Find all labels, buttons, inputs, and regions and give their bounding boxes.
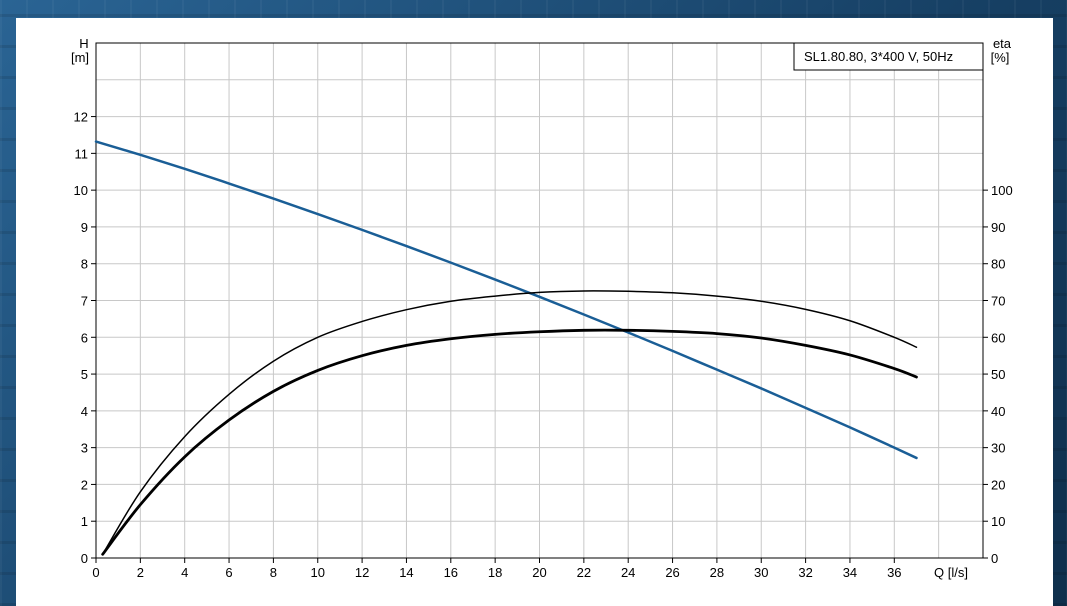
y-left-tick-label: 9	[81, 220, 88, 235]
y-right-tick-label: 90	[991, 220, 1005, 235]
y-right-tick-label: 10	[991, 514, 1005, 529]
x-tick-label: 32	[798, 565, 812, 580]
right-axis-unit: [%]	[991, 50, 1010, 65]
legend-box	[793, 42, 984, 71]
left-axis-unit: [m]	[71, 50, 89, 65]
y-left-tick-label: 3	[81, 441, 88, 456]
x-tick-label: 26	[665, 565, 679, 580]
x-tick-label: 10	[311, 565, 325, 580]
x-tick-label: 34	[843, 565, 857, 580]
x-tick-label: 0	[92, 565, 99, 580]
y-right-tick-label: 20	[991, 477, 1005, 492]
x-tick-label: 12	[355, 565, 369, 580]
x-tick-label: 22	[577, 565, 591, 580]
x-tick-label: 4	[181, 565, 188, 580]
y-left-tick-label: 4	[81, 404, 88, 419]
y-right-tick-label: 100	[991, 183, 1013, 198]
right-axis-label: eta	[993, 36, 1012, 51]
y-left-tick-label: 6	[81, 330, 88, 345]
x-tick-label: 16	[444, 565, 458, 580]
x-axis-label: Q [l/s]	[934, 565, 968, 580]
grid	[96, 43, 983, 558]
y-left-tick-label: 11	[75, 146, 89, 161]
y-right-tick-label: 30	[991, 441, 1005, 456]
x-tick-label: 20	[532, 565, 546, 580]
y-right-tick-label: 80	[991, 257, 1005, 272]
y-left-tick-label: 12	[74, 110, 88, 125]
y-right-tick-label: 40	[991, 404, 1005, 419]
tick-labels: 0 2 4 6 8 10 12 14 16 18 20 22 24 26 28 30 32 34 360123456…	[74, 110, 1013, 580]
x-tick-label: 18	[488, 565, 502, 580]
y-left-tick-label: 1	[81, 514, 88, 529]
y-left-tick-label: 8	[81, 257, 88, 272]
x-tick-label: 14	[399, 565, 413, 580]
x-tick-label: 28	[710, 565, 724, 580]
series-line-2	[101, 290, 918, 556]
pump-curve-chart: 0 2 4 6 8 10 12 14 16 18 20 22 24 26 28 30 32 34 360123456…	[71, 36, 1013, 580]
x-tick-label: 30	[754, 565, 768, 580]
x-tick-label: 24	[621, 565, 635, 580]
series-line-3	[101, 328, 918, 556]
x-tick-label: 8	[270, 565, 277, 580]
y-right-tick-label: 50	[991, 367, 1005, 382]
y-left-tick-label: 10	[74, 183, 88, 198]
series-line-1	[94, 140, 918, 460]
y-left-tick-label: 2	[81, 477, 88, 492]
series-layer	[94, 140, 918, 556]
x-tick-label: 6	[225, 565, 232, 580]
y-right-tick-label: 0	[991, 551, 998, 566]
y-left-tick-label: 0	[81, 551, 88, 566]
legend-text: SL1.80.80, 3*400 V, 50Hz	[804, 49, 953, 64]
y-left-tick-label: 5	[81, 367, 88, 382]
chart-panel: 0 2 4 6 8 10 12 14 16 18 20 22 24 26 28 30 32 34 36 0 1 2 3 4 5 6…	[16, 18, 1053, 606]
x-tick-label: 2	[137, 565, 144, 580]
y-right-tick-label: 70	[991, 294, 1005, 309]
y-left-tick-label: 7	[81, 294, 88, 309]
y-right-tick-label: 60	[991, 330, 1005, 345]
left-axis-label: H	[79, 36, 88, 51]
x-tick-label: 36	[887, 565, 901, 580]
